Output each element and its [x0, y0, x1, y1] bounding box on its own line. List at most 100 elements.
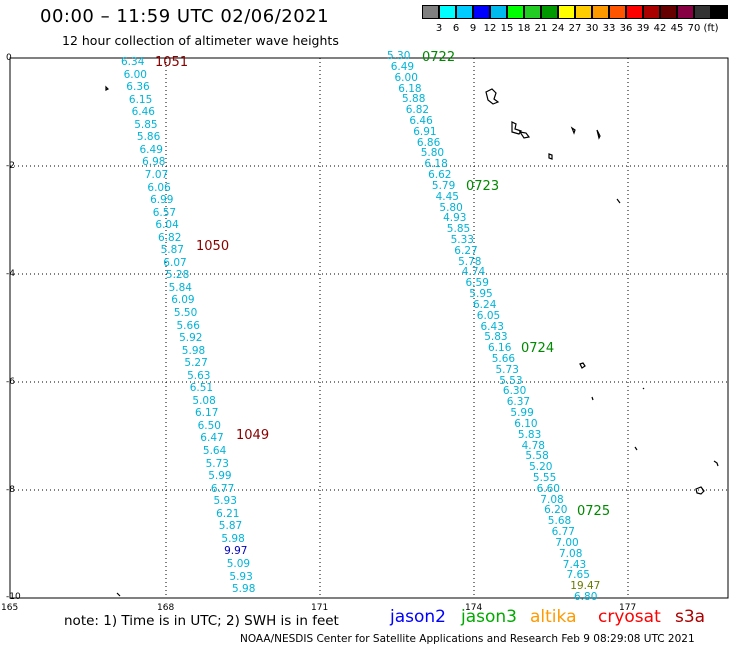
wave-height-value: 6.99	[150, 194, 174, 206]
map-border	[9, 57, 729, 599]
wave-height-value: 6.18	[398, 82, 422, 95]
island	[596, 129, 601, 140]
wave-height-value: 7.43	[562, 558, 587, 571]
wave-height-value: 5.50	[173, 307, 198, 319]
scale-label: 6	[452, 23, 460, 34]
scale-swatch	[524, 5, 541, 19]
wave-height-value: 5.84	[168, 281, 192, 294]
wave-height-value: 5.73	[205, 457, 229, 470]
island	[105, 85, 110, 91]
island	[591, 396, 594, 401]
scale-label: 24	[551, 23, 565, 34]
y-tick-label: -10	[6, 592, 21, 602]
x-tick-label: 177	[619, 603, 637, 613]
wave-height-value: 6.24	[473, 298, 497, 311]
wave-height-value: 6.10	[514, 417, 538, 430]
scale-label: 45	[670, 23, 684, 34]
wave-height-value: 5.85	[134, 118, 158, 131]
pass-label: 1049	[236, 428, 270, 443]
y-tick-label: 0	[6, 53, 12, 63]
wave-height-value: 5.88	[402, 93, 426, 106]
scale-label: 39	[636, 23, 650, 34]
wave-height-value: 5.28	[165, 269, 190, 282]
scale-swatch	[643, 5, 660, 19]
wave-height-value: 5.98	[221, 532, 245, 545]
island	[485, 88, 500, 105]
scale-label: 15	[500, 23, 514, 34]
scale-swatch	[592, 5, 609, 19]
scale-swatch	[558, 5, 575, 19]
wave-height-value: 5.87	[160, 244, 184, 257]
wave-height-value: 6.46	[409, 114, 433, 127]
scale-swatch	[609, 5, 626, 19]
legend-s3a: s3a	[675, 607, 706, 627]
y-tick-label: -4	[6, 269, 15, 279]
legend-cryosat: cryosat	[598, 607, 661, 627]
wave-height-value: 5.99	[510, 407, 534, 420]
wave-height-value: 6.57	[152, 206, 177, 219]
pass-label: 1051	[155, 55, 189, 70]
wave-height-value: 7.07	[144, 168, 169, 181]
wave-height-value: 5.53	[499, 374, 523, 387]
wave-height-value: 5.87	[218, 520, 243, 533]
wave-height-value: 7.08	[540, 493, 564, 506]
island	[548, 153, 553, 160]
wave-height-value: 6.21	[216, 507, 240, 520]
wave-height-value: 5.08	[192, 394, 216, 407]
wave-height-value: 6.06	[147, 181, 171, 194]
island	[518, 131, 531, 139]
scale-label: 36	[619, 23, 633, 34]
island	[616, 198, 621, 204]
wave-height-value: 5.64	[202, 445, 227, 457]
scale-label: 27	[568, 23, 582, 34]
wave-height-value: 6.36	[126, 81, 150, 94]
pass-label: 1050	[196, 239, 230, 254]
wave-height-value: 4.93	[443, 212, 467, 225]
wave-height-value: 5.20	[529, 461, 553, 474]
wave-height-value: 6.09	[171, 294, 195, 307]
wave-height-value: 5.98	[232, 583, 256, 595]
wave-height-value: 6.37	[506, 396, 531, 409]
y-tick-label: -2	[6, 161, 15, 171]
wave-height-value: 5.68	[547, 515, 572, 528]
wave-height-value: 6.49	[390, 60, 415, 73]
wave-height-value: 5.93	[213, 495, 237, 508]
wave-height-value: 5.83	[484, 331, 508, 344]
island	[642, 387, 645, 390]
y-tick-label: -8	[6, 485, 15, 495]
wave-height-value: 6.17	[195, 407, 219, 420]
wave-height-value: 6.15	[128, 93, 153, 106]
wave-height-value: 6.07	[163, 256, 187, 269]
wave-height-value: 6.47	[200, 432, 224, 445]
wave-height-value: 6.98	[142, 156, 166, 169]
wave-height-value: 6.80	[574, 591, 598, 603]
scale-label: 9	[469, 23, 477, 34]
pass-label: 0722	[422, 50, 456, 65]
scale-swatch	[541, 5, 558, 19]
wave-height-value: 6.50	[197, 419, 221, 432]
island	[695, 486, 705, 495]
wave-height-value: 5.33	[450, 233, 474, 246]
wave-height-value: 7.65	[566, 569, 590, 582]
legend-jason2: jason2	[390, 607, 446, 627]
legend-jason3: jason3	[461, 607, 517, 627]
wave-height-value: 4.74	[461, 266, 486, 279]
wave-height-value: 5.78	[458, 255, 482, 268]
island-outlines	[105, 85, 719, 597]
wave-height-value: 5.93	[229, 570, 253, 583]
wave-height-value: 6.62	[428, 169, 452, 181]
wave-height-value: 6.05	[476, 309, 501, 322]
wave-height-value: 5.99	[208, 470, 232, 483]
wave-height-value: 5.80	[439, 201, 463, 214]
scale-label: 3	[435, 23, 443, 34]
wave-height-value: 6.34	[121, 56, 145, 68]
wave-height-value: 6.91	[413, 125, 437, 138]
wave-height-value: 4.45	[435, 190, 459, 203]
island	[713, 460, 719, 467]
wave-height-value: 6.43	[480, 320, 504, 333]
wave-height-value: 7.00	[555, 536, 579, 549]
scale-label: 70	[687, 23, 701, 34]
scale-label: 18	[517, 23, 531, 34]
wave-height-value: 5.73	[495, 363, 519, 376]
